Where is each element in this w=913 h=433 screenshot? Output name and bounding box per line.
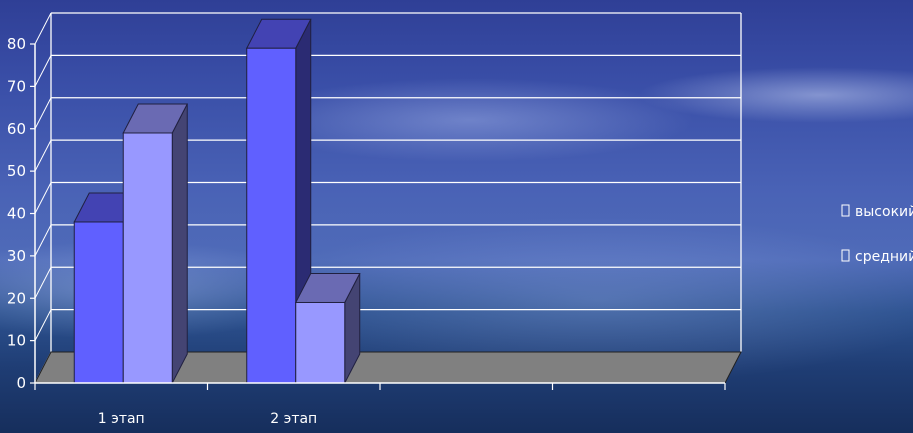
bar-front-face [295,301,346,384]
legend: высокий средний [841,204,913,265]
side-wall-gridline [34,97,52,129]
side-wall-gridline [34,267,52,299]
bar-front-face [246,47,297,384]
bars-layer [73,18,361,384]
bar-front-face [73,221,124,384]
y-tick-label: 70 [7,77,26,95]
legend-label-series-1: высокий [855,204,913,220]
x-tick-label: 2 этап [270,411,317,427]
legend-swatch-series-1 [841,204,850,217]
axes-layer: 0 10 20 30 40 50 60 70 80 1 этап 2 этап [7,35,726,427]
bar [122,103,189,384]
y-tick-label: 80 [7,35,26,53]
bar [294,272,361,384]
legend-label-series-2: средний [855,249,913,265]
side-wall-gridline [34,12,52,45]
legend-swatch-series-2 [841,249,850,262]
y-tick-label: 30 [7,247,26,265]
side-wall-gridline [34,309,52,341]
side-wall-gridline [34,55,52,87]
y-tick-label: 40 [7,205,26,223]
y-tick-label: 10 [7,332,26,350]
side-wall-gridline [34,182,52,214]
y-tick-label: 50 [7,162,26,180]
side-wall-gridline [34,139,52,172]
y-tick-label: 0 [16,374,26,392]
y-tick-label: 20 [7,289,26,307]
x-tick-label: 1 этап [98,411,145,427]
side-wall-gridline [34,224,52,257]
bar-side-face [171,103,188,384]
y-tick-label: 60 [7,120,26,138]
bar [245,18,312,384]
bar-front-face [122,132,173,384]
